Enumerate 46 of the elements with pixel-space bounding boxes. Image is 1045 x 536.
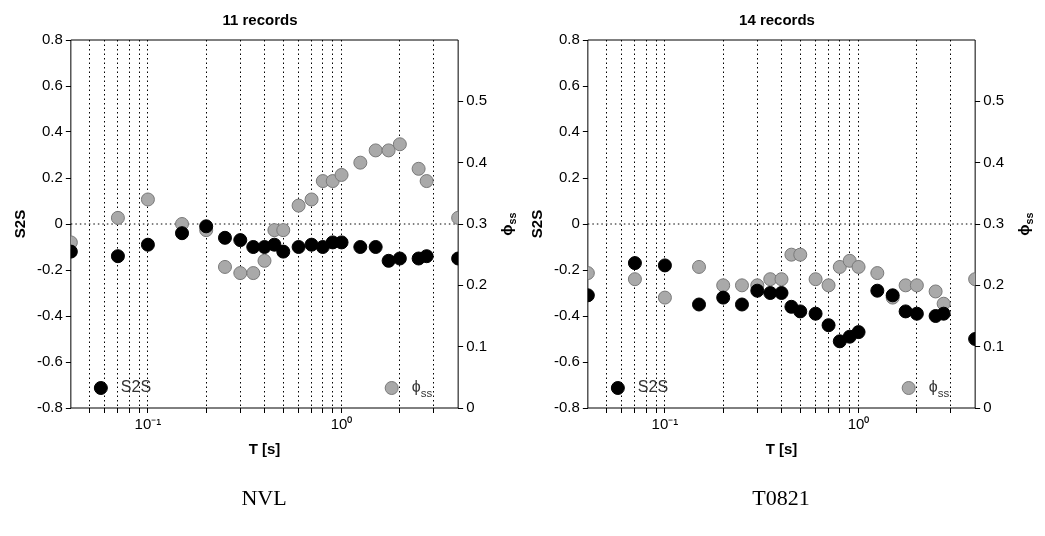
legend-label: S2S [120,378,152,396]
y2-tick-label: 0.3 [466,214,488,232]
chart-title: 14 records [739,11,815,29]
y2-tick-label: 0.5 [466,91,488,109]
y2-tick-label: 0.1 [466,336,488,354]
y2-tick-label: 0 [466,398,475,416]
chart-title: 11 records [222,11,298,29]
y-tick-label: -0.2 [36,260,63,278]
x-tick-label: 10⁰ [330,415,353,433]
y-axis-title: S2S [11,209,29,239]
y-tick-label: 0.8 [558,30,580,48]
y2-tick-label: 0 [983,398,992,416]
x-axis-title: T [s] [765,440,798,458]
legend-label: S2S [637,378,669,396]
y2-tick-label: 0.5 [983,91,1005,109]
y-tick-label: 0.4 [41,122,63,140]
y-tick-label: 0 [54,214,63,232]
y-tick-label: 0.8 [41,30,63,48]
text: T0821 [751,485,811,511]
y-tick-label: -0.6 [36,352,63,370]
y2-tick-label: 0.2 [983,275,1005,293]
y-tick-label: -0.2 [553,260,580,278]
y-tick-label: -0.4 [36,306,63,324]
text: NVL [240,485,288,511]
x-tick-label: 10⁻¹ [134,415,162,433]
y2-tick-label: 0.3 [983,214,1005,232]
y-tick-label: -0.6 [553,352,580,370]
y2-tick-label: 0.4 [983,152,1005,170]
y-tick-label: 0.6 [41,76,63,94]
y-tick-label: -0.8 [36,398,63,416]
y-tick-label: 0.2 [558,168,580,186]
y-tick-label: -0.4 [553,306,580,324]
y-tick-label: -0.8 [553,398,580,416]
y-tick-label: 0 [571,214,580,232]
y-axis-title: S2S [528,209,546,239]
y2-tick-label: 0.1 [983,336,1005,354]
y2-axis-title: ϕss [498,212,519,236]
y2-axis-title: ϕss [1015,212,1036,236]
y-tick-label: 0.4 [558,122,580,140]
y-tick-label: 0.2 [41,168,63,186]
y2-tick-label: 0.2 [466,275,488,293]
y2-tick-label: 0.4 [466,152,488,170]
y-tick-label: 0.6 [558,76,580,94]
x-axis-title: T [s] [248,440,281,458]
x-tick-label: 10⁰ [847,415,870,433]
x-tick-label: 10⁻¹ [651,415,679,433]
